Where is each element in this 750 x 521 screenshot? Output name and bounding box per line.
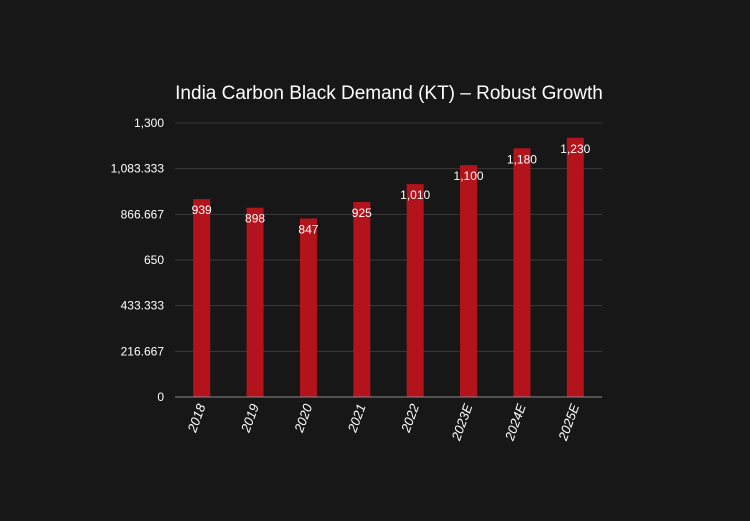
chart-title: India Carbon Black Demand (KT) – Robust … <box>175 83 603 104</box>
y-tick-label: 650 <box>144 253 164 267</box>
bar-2021 <box>353 202 371 397</box>
x-tick-label-2025E: 2025E <box>555 402 582 444</box>
data-label-2019: 898 <box>245 212 265 226</box>
y-tick-label: 1,300 <box>134 116 164 130</box>
x-tick-label-2019: 2019 <box>238 402 262 435</box>
bar-2022 <box>406 184 424 397</box>
bar-2020 <box>299 218 317 397</box>
bar-2019 <box>246 207 264 397</box>
x-axis-tick-labels: 2018 2019 2020 2021 2022 2023E 2024E 2025E <box>184 401 582 443</box>
y-tick-label: 0 <box>157 390 164 404</box>
x-tick-label-2022: 2022 <box>398 401 423 435</box>
x-tick-label-2023E: 2023E <box>448 402 475 444</box>
y-axis-tick-labels: 0 216.667 433.333 650 866.667 1,083.333 1,300 <box>111 116 165 404</box>
bars <box>193 137 584 397</box>
y-tick-label: 1,083.333 <box>111 162 165 176</box>
bar-2025E <box>566 137 584 397</box>
data-label-2024E: 1,180 <box>507 152 537 166</box>
gridlines <box>175 122 602 352</box>
data-label-2020: 847 <box>298 222 318 236</box>
data-label-2021: 925 <box>352 206 372 220</box>
x-tick-label-2024E: 2024E <box>501 402 528 444</box>
bar-2023E <box>460 165 478 397</box>
y-tick-label: 216.667 <box>121 344 165 358</box>
bar-2018 <box>193 199 211 397</box>
data-label-2025E: 1,230 <box>560 142 590 156</box>
x-tick-label-2018: 2018 <box>184 401 209 435</box>
data-labels: 939 898 847 925 1,010 1,100 1,180 1,230 <box>192 142 591 237</box>
y-tick-label: 866.667 <box>121 207 165 221</box>
x-tick-label-2021: 2021 <box>344 402 368 435</box>
data-label-2023E: 1,100 <box>454 169 484 183</box>
x-tick-label-2020: 2020 <box>291 401 316 435</box>
y-tick-label: 433.333 <box>121 299 165 313</box>
data-label-2022: 1,010 <box>400 188 430 202</box>
bar-2024E <box>513 148 531 397</box>
data-label-2018: 939 <box>192 203 212 217</box>
